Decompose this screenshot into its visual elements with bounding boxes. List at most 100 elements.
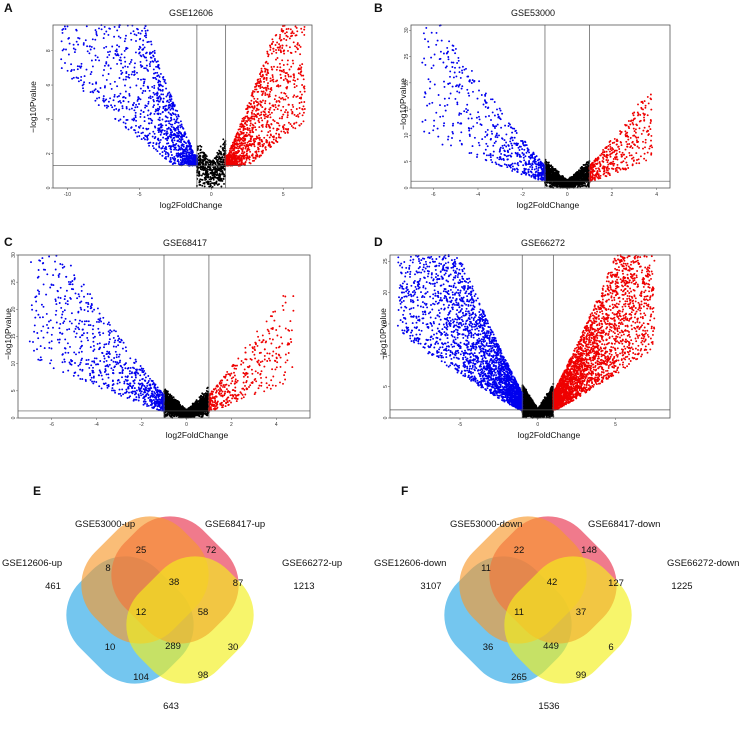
point-downregulated bbox=[90, 45, 93, 48]
point-downregulated bbox=[125, 48, 127, 51]
point-upregulated bbox=[632, 114, 635, 117]
point-upregulated bbox=[616, 140, 618, 142]
point-upregulated bbox=[279, 36, 281, 38]
point-upregulated bbox=[248, 127, 251, 130]
point-upregulated bbox=[295, 108, 298, 110]
point-downregulated bbox=[163, 80, 166, 83]
point-upregulated bbox=[286, 80, 289, 83]
point-downregulated bbox=[126, 65, 129, 68]
point-upregulated bbox=[607, 163, 610, 166]
point-upregulated bbox=[233, 142, 236, 145]
point-upregulated bbox=[283, 52, 286, 55]
point-downregulated bbox=[174, 143, 177, 146]
point-not-significant bbox=[586, 172, 588, 175]
point-downregulated bbox=[129, 86, 132, 89]
point-upregulated bbox=[282, 98, 285, 101]
point-upregulated bbox=[278, 124, 281, 127]
point-not-significant bbox=[561, 174, 564, 177]
point-upregulated bbox=[300, 74, 303, 77]
point-upregulated bbox=[294, 45, 297, 48]
point-upregulated bbox=[241, 150, 244, 153]
point-downregulated bbox=[152, 147, 155, 150]
point-downregulated bbox=[167, 127, 170, 130]
point-downregulated bbox=[491, 111, 494, 114]
point-downregulated bbox=[139, 64, 142, 67]
point-downregulated bbox=[177, 152, 180, 155]
point-upregulated bbox=[628, 154, 631, 157]
point-upregulated bbox=[272, 142, 275, 145]
point-upregulated bbox=[271, 135, 274, 138]
point-downregulated bbox=[182, 154, 185, 157]
point-upregulated bbox=[259, 100, 262, 103]
point-not-significant bbox=[214, 182, 217, 185]
point-downregulated bbox=[166, 94, 169, 96]
point-upregulated bbox=[277, 49, 280, 51]
point-upregulated bbox=[639, 113, 642, 116]
point-upregulated bbox=[265, 86, 268, 89]
point-upregulated bbox=[242, 116, 245, 119]
point-downregulated bbox=[165, 133, 168, 135]
point-upregulated bbox=[285, 31, 288, 34]
point-upregulated bbox=[303, 28, 306, 31]
point-upregulated bbox=[268, 126, 271, 129]
point-not-significant bbox=[555, 185, 558, 188]
point-upregulated bbox=[631, 122, 634, 124]
point-upregulated bbox=[276, 66, 279, 69]
point-not-significant bbox=[217, 152, 220, 155]
point-upregulated bbox=[621, 167, 624, 170]
point-downregulated bbox=[171, 112, 174, 115]
point-upregulated bbox=[267, 123, 270, 126]
point-downregulated bbox=[182, 159, 185, 162]
point-upregulated bbox=[645, 159, 648, 162]
point-upregulated bbox=[647, 102, 650, 105]
point-not-significant bbox=[579, 170, 582, 173]
point-upregulated bbox=[263, 111, 266, 114]
point-downregulated bbox=[61, 49, 64, 52]
point-downregulated bbox=[152, 54, 155, 57]
point-upregulated bbox=[252, 115, 254, 118]
point-upregulated bbox=[259, 77, 262, 80]
point-downregulated bbox=[153, 137, 156, 140]
point-downregulated bbox=[153, 125, 156, 128]
point-not-significant bbox=[208, 168, 211, 171]
point-downregulated bbox=[125, 126, 128, 129]
point-downregulated bbox=[139, 32, 142, 35]
point-downregulated bbox=[91, 38, 94, 41]
point-not-significant bbox=[217, 178, 220, 181]
point-upregulated bbox=[269, 106, 272, 109]
point-upregulated bbox=[290, 65, 293, 68]
point-upregulated bbox=[235, 151, 238, 153]
point-upregulated bbox=[286, 59, 289, 62]
point-not-significant bbox=[577, 170, 580, 173]
point-downregulated bbox=[94, 29, 97, 32]
point-upregulated bbox=[252, 107, 255, 110]
point-upregulated bbox=[275, 58, 277, 61]
point-upregulated bbox=[238, 159, 241, 162]
point-not-significant bbox=[583, 164, 586, 166]
point-downregulated bbox=[140, 55, 143, 58]
point-upregulated bbox=[615, 152, 618, 155]
point-upregulated bbox=[254, 122, 257, 125]
point-upregulated bbox=[596, 159, 599, 162]
point-downregulated bbox=[155, 148, 157, 151]
point-upregulated bbox=[265, 68, 267, 71]
point-not-significant bbox=[212, 182, 215, 185]
point-upregulated bbox=[250, 111, 253, 114]
point-downregulated bbox=[72, 76, 75, 79]
point-upregulated bbox=[251, 92, 254, 95]
point-downregulated bbox=[153, 104, 155, 107]
point-downregulated bbox=[152, 91, 155, 94]
point-not-significant bbox=[584, 179, 587, 181]
point-downregulated bbox=[157, 74, 160, 77]
point-downregulated bbox=[119, 118, 122, 121]
point-upregulated bbox=[263, 76, 266, 79]
point-upregulated bbox=[299, 53, 302, 56]
point-not-significant bbox=[586, 176, 589, 179]
point-downregulated bbox=[107, 73, 110, 75]
point-downregulated bbox=[94, 99, 97, 102]
point-upregulated bbox=[625, 161, 628, 164]
point-upregulated bbox=[266, 93, 269, 96]
point-downregulated bbox=[82, 87, 84, 90]
point-downregulated bbox=[180, 146, 183, 149]
point-downregulated bbox=[113, 95, 116, 98]
